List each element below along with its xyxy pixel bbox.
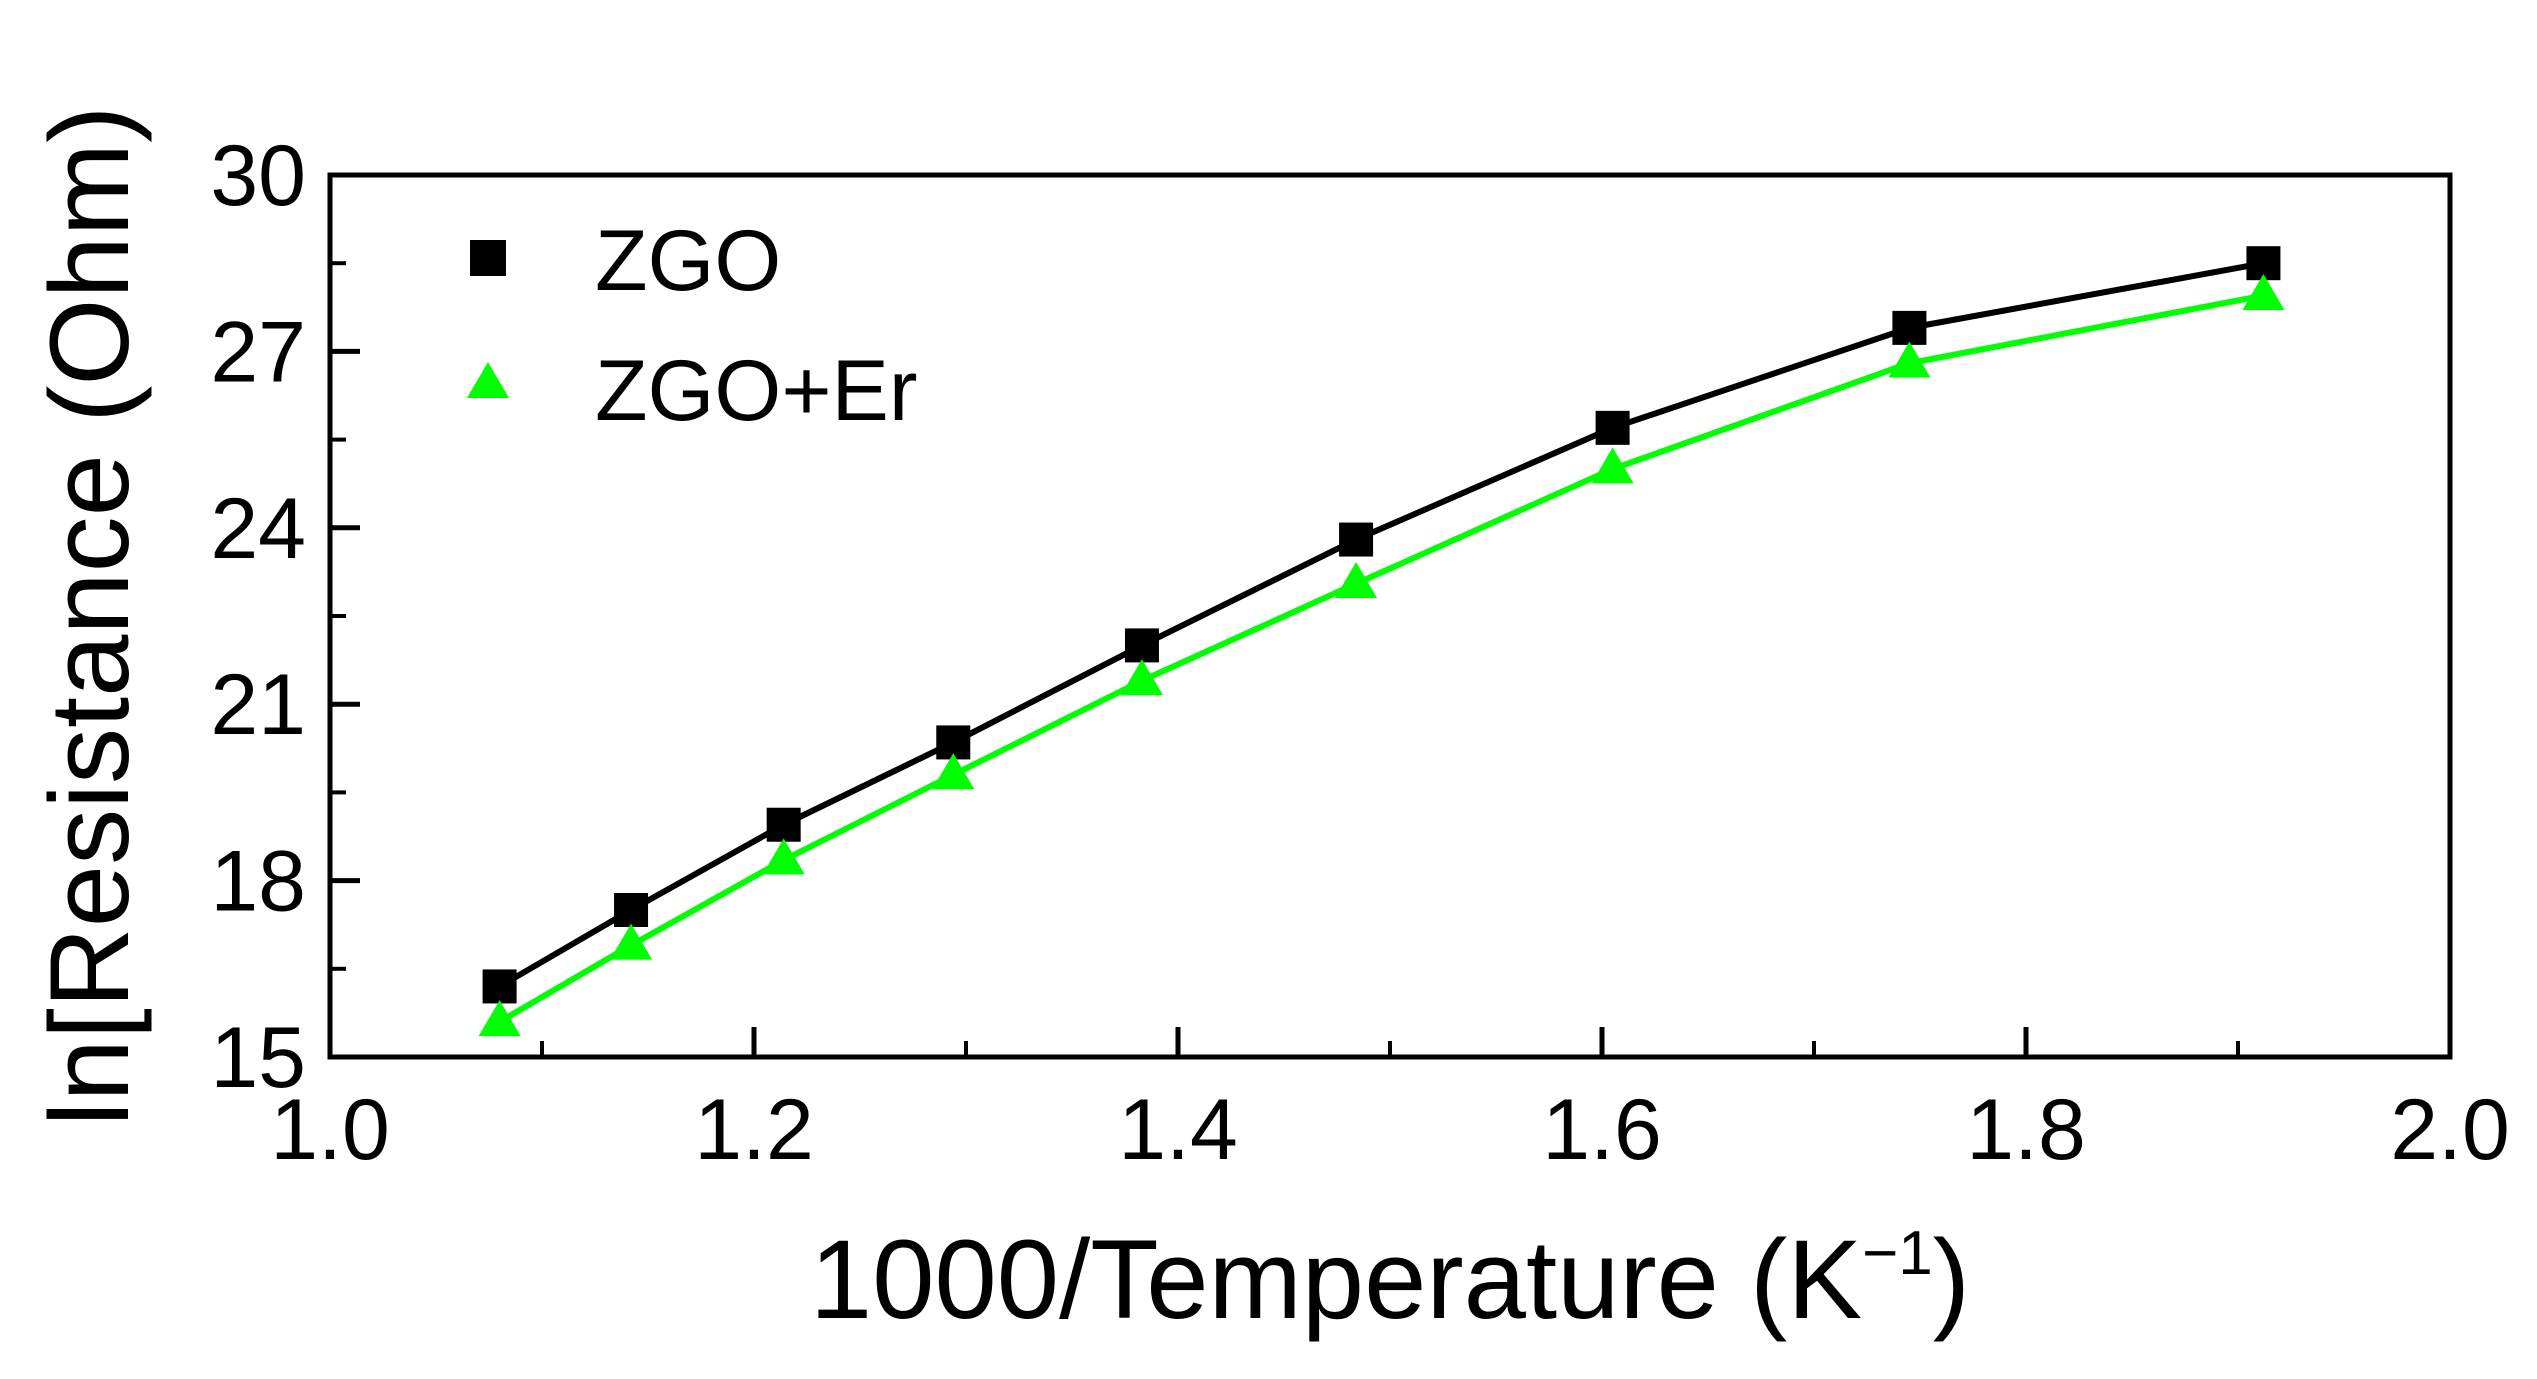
- y-axis-title: ln[Resistance (Ohm): [27, 106, 152, 1127]
- data-point-zgo-er: [762, 838, 805, 875]
- data-point-zgo-er: [610, 923, 653, 960]
- data-point-zgo: [482, 969, 517, 1004]
- x-axis-title: 1000/Temperature (K−1): [810, 1217, 1970, 1342]
- plot-frame: [327, 172, 2453, 1060]
- x-tick-label: 1.4: [1118, 1082, 1238, 1178]
- data-point-zgo-er: [478, 1000, 521, 1037]
- y-tick-label: 30: [210, 128, 306, 224]
- legend-label-zgo: ZGO: [595, 213, 781, 309]
- legend-marker-zgo: [470, 240, 506, 276]
- data-point-zgo-er: [1120, 659, 1163, 696]
- y-tick-label: 21: [210, 657, 306, 753]
- data-point-zgo: [1124, 628, 1159, 663]
- data-point-zgo: [1595, 410, 1630, 445]
- data-point-zgo-er: [1591, 447, 1634, 484]
- y-tick-label: 15: [210, 1010, 306, 1106]
- x-axis-title-main: 1000/Temperature (K: [810, 1217, 1862, 1342]
- minor-ticks: [330, 261, 2240, 1057]
- y-tick-label: 27: [210, 304, 306, 400]
- x-tick-label: 1.0: [270, 1082, 390, 1178]
- data-point-zgo: [614, 893, 649, 927]
- y-tick-label: 18: [210, 834, 306, 930]
- legend-label-zgo-er: ZGO+Er: [595, 343, 918, 439]
- data-point-zgo-er: [1335, 562, 1378, 599]
- y-tick-label: 24: [210, 481, 306, 577]
- legend: ZGO ZGO+Er: [467, 213, 918, 439]
- data-point-zgo: [766, 807, 801, 842]
- x-tick-labels: 1.0 1.2 1.4 1.6 1.8 2.0: [270, 1082, 2510, 1178]
- series-markers: [478, 246, 2285, 1037]
- data-point-zgo-er: [2242, 273, 2285, 310]
- x-tick-label: 2.0: [2390, 1082, 2510, 1178]
- y-tick-labels: 15 18 21 24 27 30: [210, 128, 306, 1106]
- x-axis-title-superscript: −1: [1862, 1219, 1933, 1288]
- x-tick-label: 1.2: [694, 1082, 814, 1178]
- data-point-zgo-er: [932, 753, 975, 790]
- x-tick-label: 1.6: [1542, 1082, 1662, 1178]
- data-point-zgo: [1339, 522, 1374, 557]
- data-point-zgo: [1892, 310, 1927, 345]
- legend-marker-zgo-er: [467, 362, 509, 398]
- data-point-zgo-er: [1888, 341, 1931, 378]
- x-axis-title-close: ): [1933, 1217, 1970, 1342]
- x-tick-label: 1.8: [1966, 1082, 2086, 1178]
